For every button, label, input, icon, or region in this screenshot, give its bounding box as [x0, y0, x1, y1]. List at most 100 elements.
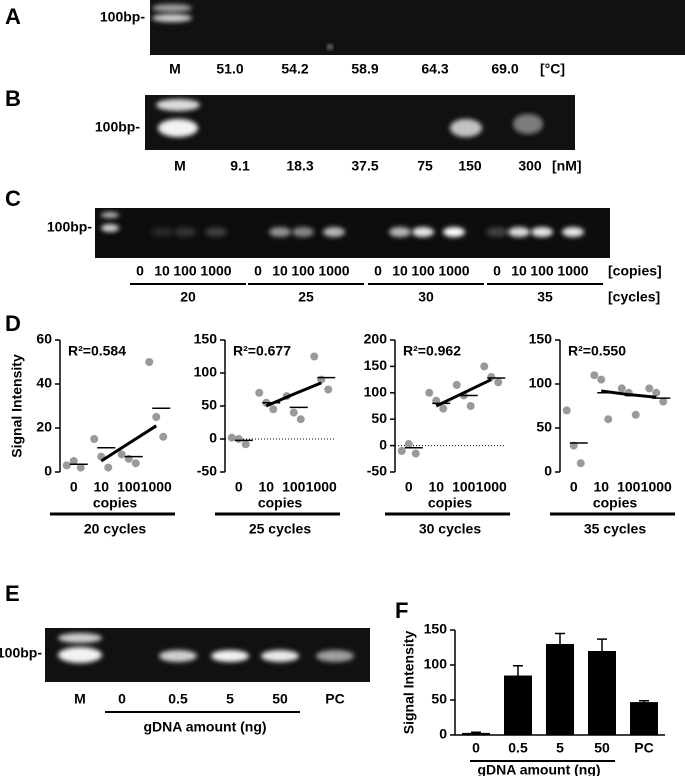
lane-label: PC — [325, 691, 344, 707]
y-tick-label: 0 — [209, 430, 217, 446]
gel-band — [513, 114, 543, 134]
y-tick-label: 0 — [439, 726, 447, 742]
lane-label: 0 — [136, 263, 144, 279]
error-bar — [639, 699, 649, 703]
y-tick-label: -50 — [367, 463, 387, 479]
data-point — [411, 449, 420, 458]
unit-label: [cycles] — [608, 289, 660, 305]
data-point — [317, 375, 326, 384]
data-point — [452, 380, 461, 389]
axis-label: Signal Intensity — [401, 631, 417, 735]
x-tick-label: 1000 — [641, 479, 672, 495]
data-point — [652, 388, 661, 397]
panel-letter: F — [395, 598, 408, 623]
group-label: 35 — [537, 289, 553, 305]
group-label: 30 cycles — [419, 521, 481, 537]
data-point — [76, 463, 85, 472]
annotation: R²=0.584 — [68, 343, 126, 359]
bar — [546, 644, 574, 735]
annotation: R²=0.962 — [403, 343, 461, 359]
gel-band — [531, 227, 553, 237]
lane-label: 58.9 — [351, 61, 378, 77]
gel-band — [450, 119, 482, 137]
y-tick-label: 0 — [44, 463, 52, 479]
y-tick-label: 50 — [201, 397, 217, 413]
lane-label: 5 — [226, 691, 234, 707]
y-tick-label: 60 — [36, 331, 52, 347]
y-tick-label: 100 — [364, 384, 388, 400]
gel-band — [412, 227, 434, 237]
x-tick-label: 0 — [235, 479, 243, 495]
lane-label: M — [174, 158, 186, 174]
lane-label: 54.2 — [281, 61, 308, 77]
gel-band — [562, 227, 584, 237]
group-label: 30 — [418, 289, 434, 305]
unit-label: [copies] — [608, 263, 662, 279]
bar — [588, 651, 616, 735]
x-tick-label: 0 — [70, 479, 78, 495]
data-point — [590, 371, 599, 380]
gel-band — [292, 227, 314, 237]
marker-label: 100bp- — [47, 219, 92, 235]
unit-label: [nM] — [552, 158, 582, 174]
x-tick-label: 100 — [452, 479, 476, 495]
lane-label: 37.5 — [351, 158, 378, 174]
axis-label: copies — [258, 495, 303, 511]
lane-label: 0.5 — [168, 691, 188, 707]
x-tick-label: 1000 — [306, 479, 337, 495]
y-tick-label: 0 — [544, 463, 552, 479]
y-tick-label: 150 — [194, 331, 218, 347]
data-point — [90, 435, 99, 443]
data-point — [227, 433, 236, 442]
regression-line — [265, 381, 322, 408]
lane-label: 100 — [173, 263, 197, 279]
lane-label: 10 — [272, 263, 288, 279]
lane-label: 10 — [154, 263, 170, 279]
lane-label: 1000 — [438, 263, 469, 279]
gel-band — [328, 45, 332, 49]
marker-label: 100bp- — [100, 9, 145, 25]
y-tick-label: 100 — [194, 364, 218, 380]
gel-band — [156, 99, 200, 111]
x-tick-label: 0 — [405, 479, 413, 495]
x-tick-label: PC — [634, 740, 653, 756]
data-point — [494, 378, 503, 387]
data-point — [604, 415, 613, 424]
gel-band — [58, 633, 102, 643]
gel-band — [58, 647, 102, 663]
error-bar — [471, 731, 481, 733]
x-tick-label: 10 — [593, 479, 609, 495]
panel-letter: B — [5, 86, 21, 111]
data-point — [397, 446, 406, 455]
y-tick-label: 100 — [529, 375, 553, 391]
bar — [462, 732, 490, 735]
data-point — [480, 362, 489, 371]
data-point — [466, 402, 475, 410]
lane-label: 10 — [511, 263, 527, 279]
lane-label: 1000 — [557, 263, 588, 279]
gel-band — [152, 14, 192, 22]
data-point — [117, 450, 126, 459]
annotation: R²=0.677 — [233, 343, 291, 359]
regression-line — [435, 378, 492, 408]
x-tick-label: 5 — [556, 740, 564, 756]
x-tick-label: 10 — [258, 479, 274, 495]
gel-band — [389, 227, 411, 237]
y-tick-label: 20 — [36, 419, 52, 435]
lane-label: 0 — [493, 263, 501, 279]
group-label: 35 cycles — [584, 521, 646, 537]
lane-label: M — [74, 691, 86, 707]
data-point — [576, 459, 585, 468]
gel-band — [443, 227, 465, 237]
bar — [504, 675, 532, 735]
marker-label: 100bp- — [0, 645, 42, 661]
data-point — [241, 440, 250, 449]
y-tick-label: 150 — [529, 331, 553, 347]
axis-label: gDNA amount (ng) — [143, 719, 266, 735]
lane-label: 1000 — [200, 263, 231, 279]
x-tick-label: 1000 — [141, 479, 172, 495]
data-point — [145, 358, 154, 366]
data-point — [62, 461, 71, 470]
error-bar — [513, 664, 523, 676]
lane-label: 150 — [458, 158, 482, 174]
